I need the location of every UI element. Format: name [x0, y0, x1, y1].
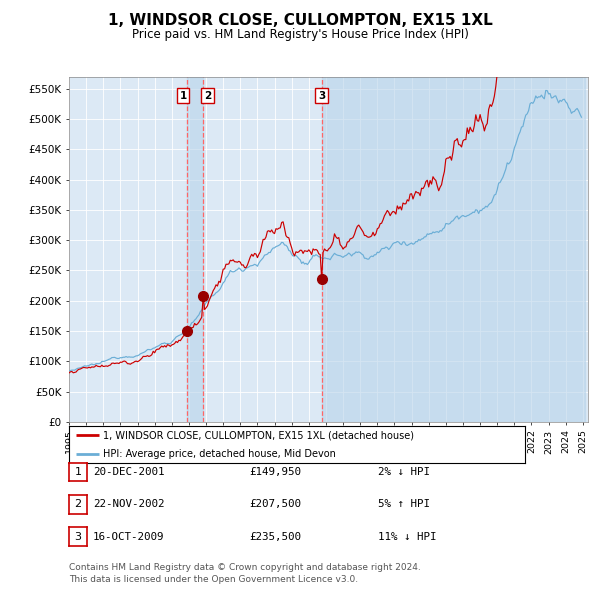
- Text: 2% ↓ HPI: 2% ↓ HPI: [378, 467, 430, 477]
- Text: £235,500: £235,500: [249, 532, 301, 542]
- Text: 3: 3: [74, 532, 82, 542]
- Text: Contains HM Land Registry data © Crown copyright and database right 2024.
This d: Contains HM Land Registry data © Crown c…: [69, 563, 421, 584]
- Text: 1: 1: [179, 91, 187, 101]
- Bar: [187, 77, 203, 422]
- Text: 11% ↓ HPI: 11% ↓ HPI: [378, 532, 437, 542]
- Text: 2: 2: [204, 91, 211, 101]
- Text: 20-DEC-2001: 20-DEC-2001: [93, 467, 164, 477]
- Text: £149,950: £149,950: [249, 467, 301, 477]
- Text: 2: 2: [74, 500, 82, 509]
- Text: 22-NOV-2002: 22-NOV-2002: [93, 500, 164, 509]
- Text: 16-OCT-2009: 16-OCT-2009: [93, 532, 164, 542]
- Text: 3: 3: [318, 91, 325, 101]
- Text: HPI: Average price, detached house, Mid Devon: HPI: Average price, detached house, Mid …: [103, 449, 336, 459]
- Text: £207,500: £207,500: [249, 500, 301, 509]
- Text: 1: 1: [74, 467, 82, 477]
- Text: 5% ↑ HPI: 5% ↑ HPI: [378, 500, 430, 509]
- Text: 1, WINDSOR CLOSE, CULLOMPTON, EX15 1XL: 1, WINDSOR CLOSE, CULLOMPTON, EX15 1XL: [107, 13, 493, 28]
- Text: Price paid vs. HM Land Registry's House Price Index (HPI): Price paid vs. HM Land Registry's House …: [131, 28, 469, 41]
- Bar: [322, 77, 584, 422]
- Text: 1, WINDSOR CLOSE, CULLOMPTON, EX15 1XL (detached house): 1, WINDSOR CLOSE, CULLOMPTON, EX15 1XL (…: [103, 430, 414, 440]
